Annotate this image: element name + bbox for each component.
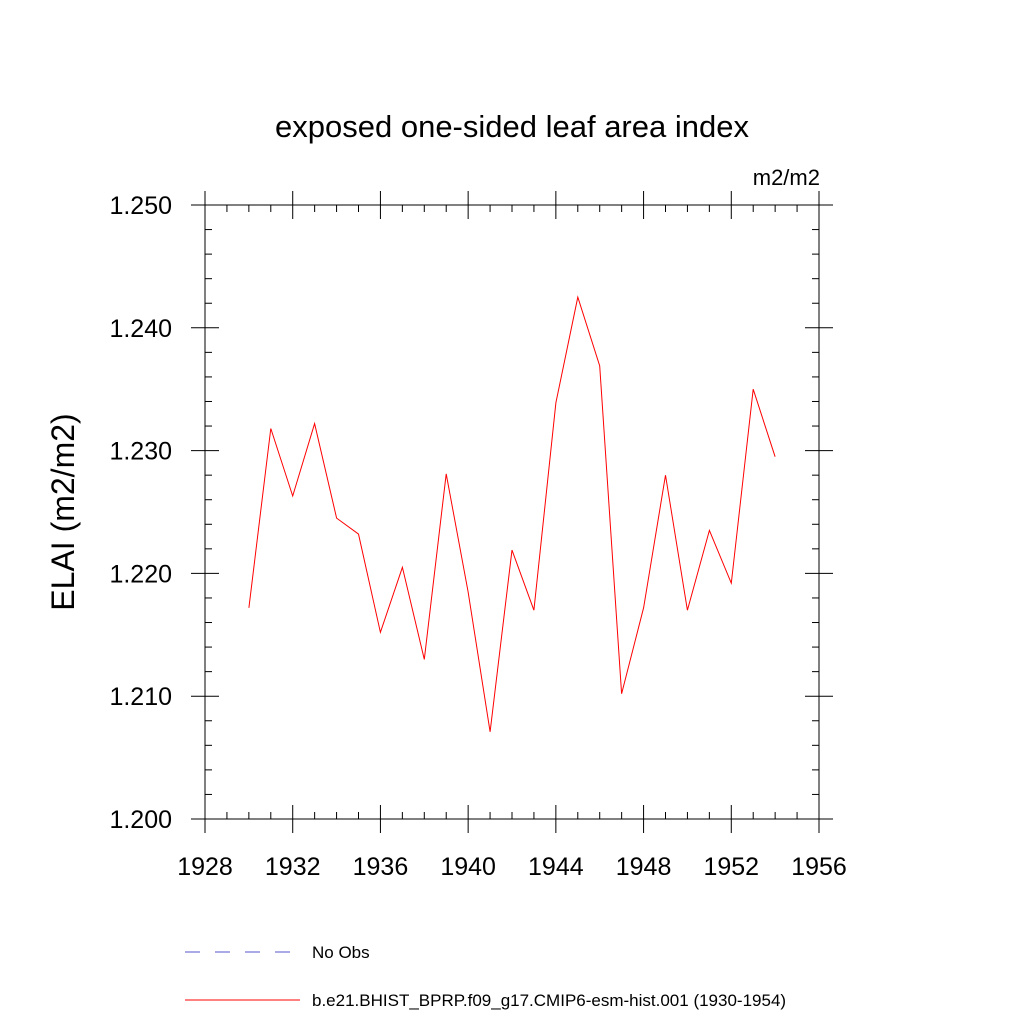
data-point [597,363,602,368]
data-point [422,657,427,662]
data-point [641,605,646,610]
data-point [619,691,624,696]
y-tick-label: 1.220 [109,560,172,588]
data-point [400,565,405,570]
y-tick-label: 1.230 [109,438,172,466]
y-tick-label: 1.250 [109,192,172,220]
data-point [290,494,295,499]
y-axis-label: ELAI (m2/m2) [45,413,81,610]
x-tick-label: 1956 [791,853,847,881]
units-label: m2/m2 [753,165,820,190]
x-tick-label: 1936 [353,853,409,881]
axis-ticks [191,191,833,833]
x-tick-label: 1944 [528,853,584,881]
x-tick-label: 1952 [703,853,759,881]
x-tick-label: 1932 [265,853,321,881]
data-point [685,608,690,613]
chart-title: exposed one-sided leaf area index [275,109,749,144]
data-point [751,387,756,392]
data-point [466,589,471,594]
x-tick-label: 1928 [177,853,233,881]
data-point [663,473,668,478]
legend-label-model-run: b.e21.BHIST_BPRP.f09_g17.CMIP6-esm-hist.… [312,991,786,1010]
data-point [553,400,558,405]
series-layer [246,295,778,734]
series-line [248,295,776,732]
data-point [531,608,536,613]
data-point [356,532,361,537]
data-point [575,295,580,300]
x-tick-labels: 1928 1932 1936 1940 1944 1948 1952 1956 [177,853,847,881]
y-tick-label: 1.210 [109,683,172,711]
data-point [246,605,251,610]
data-point [773,454,778,459]
data-point [707,528,712,533]
x-tick-label: 1948 [616,853,672,881]
data-point [444,471,449,476]
data-point [729,581,734,586]
legend-label-no-obs: No Obs [312,943,370,962]
data-point [312,421,317,426]
data-point [510,548,515,553]
data-point [268,426,273,431]
data-point [488,729,493,734]
x-tick-label: 1940 [440,853,496,881]
legend: No Obs b.e21.BHIST_BPRP.f09_g17.CMIP6-es… [185,943,786,1010]
y-tick-label: 1.200 [109,806,172,834]
y-tick-label: 1.240 [109,315,172,343]
data-point [378,630,383,635]
plot-frame [204,204,820,820]
y-tick-labels: 1.200 1.210 1.220 1.230 1.240 1.250 [109,192,172,834]
data-point [334,516,339,521]
